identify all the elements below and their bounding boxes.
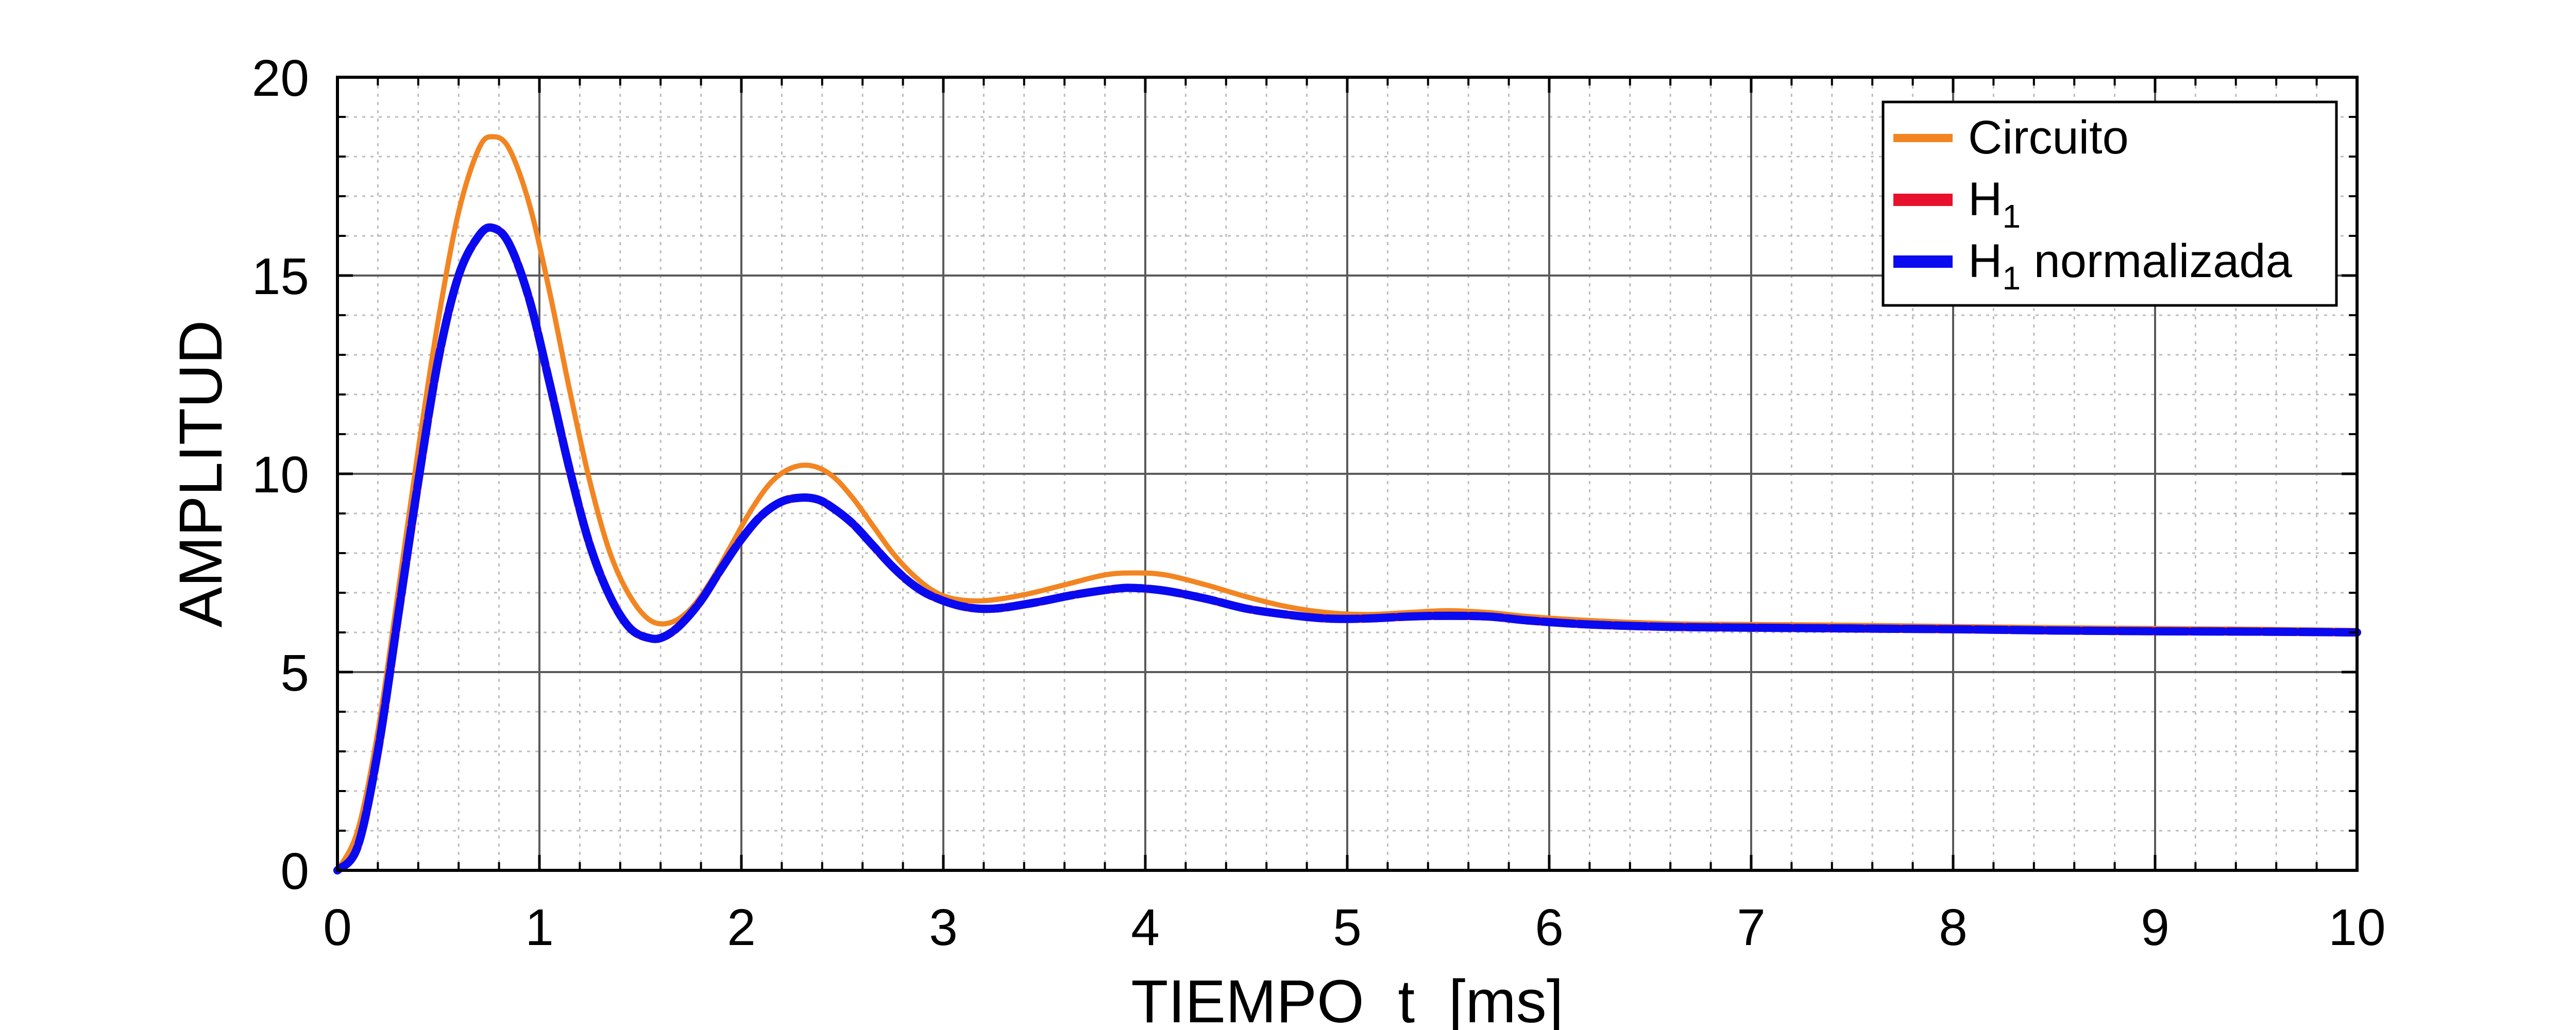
y-tick-label: 10 (252, 446, 309, 504)
x-tick-label: 8 (1939, 899, 1968, 956)
legend-label-h1-normalizada: H1 normalizada (1968, 235, 2293, 297)
y-tick-label: 20 (252, 49, 309, 107)
x-tick-label: 1 (525, 899, 554, 956)
x-tick-label: 3 (929, 899, 958, 956)
x-tick-label: 2 (727, 899, 756, 956)
legend-label-subscript: 1 (2002, 260, 2021, 297)
legend-label-main: H (1968, 235, 2002, 287)
x-tick-label: 0 (323, 899, 352, 956)
x-tick-label: 7 (1737, 899, 1766, 956)
legend-label-circuito: Circuito (1968, 111, 2129, 164)
x-tick-labels: 0 1 2 3 4 5 6 7 8 9 10 (323, 899, 2385, 956)
legend-label-main: H (1968, 173, 2002, 226)
series-line-h1-normalizada (333, 223, 2361, 874)
x-tick-label: 10 (2328, 899, 2385, 956)
legend-label-tail: normalizada (2021, 235, 2293, 287)
y-tick-label: 0 (280, 843, 309, 900)
legend: Circuito H1 H1 normalizada (1882, 100, 2338, 307)
legend-label-main: Circuito (1968, 111, 2129, 164)
legend-box (1882, 100, 2338, 307)
x-tick-label: 5 (1333, 899, 1362, 956)
legend-label-subscript: 1 (2002, 198, 2021, 235)
series-lines (333, 134, 2361, 874)
y-axis-title: AMPLITUD (167, 320, 235, 628)
plot-frame (336, 76, 2359, 872)
x-tick-label: 9 (2141, 899, 2170, 956)
x-tick-label: 4 (1131, 899, 1160, 956)
x-axis-title: TIEMPO t [ms] (1131, 968, 1563, 1030)
legend-label-h1: H1 (1968, 173, 2021, 235)
y-tick-label: 15 (252, 248, 309, 305)
y-tick-labels: 0 5 10 15 20 (252, 49, 309, 900)
x-tick-label: 6 (1535, 899, 1564, 956)
y-tick-label: 5 (280, 644, 309, 702)
